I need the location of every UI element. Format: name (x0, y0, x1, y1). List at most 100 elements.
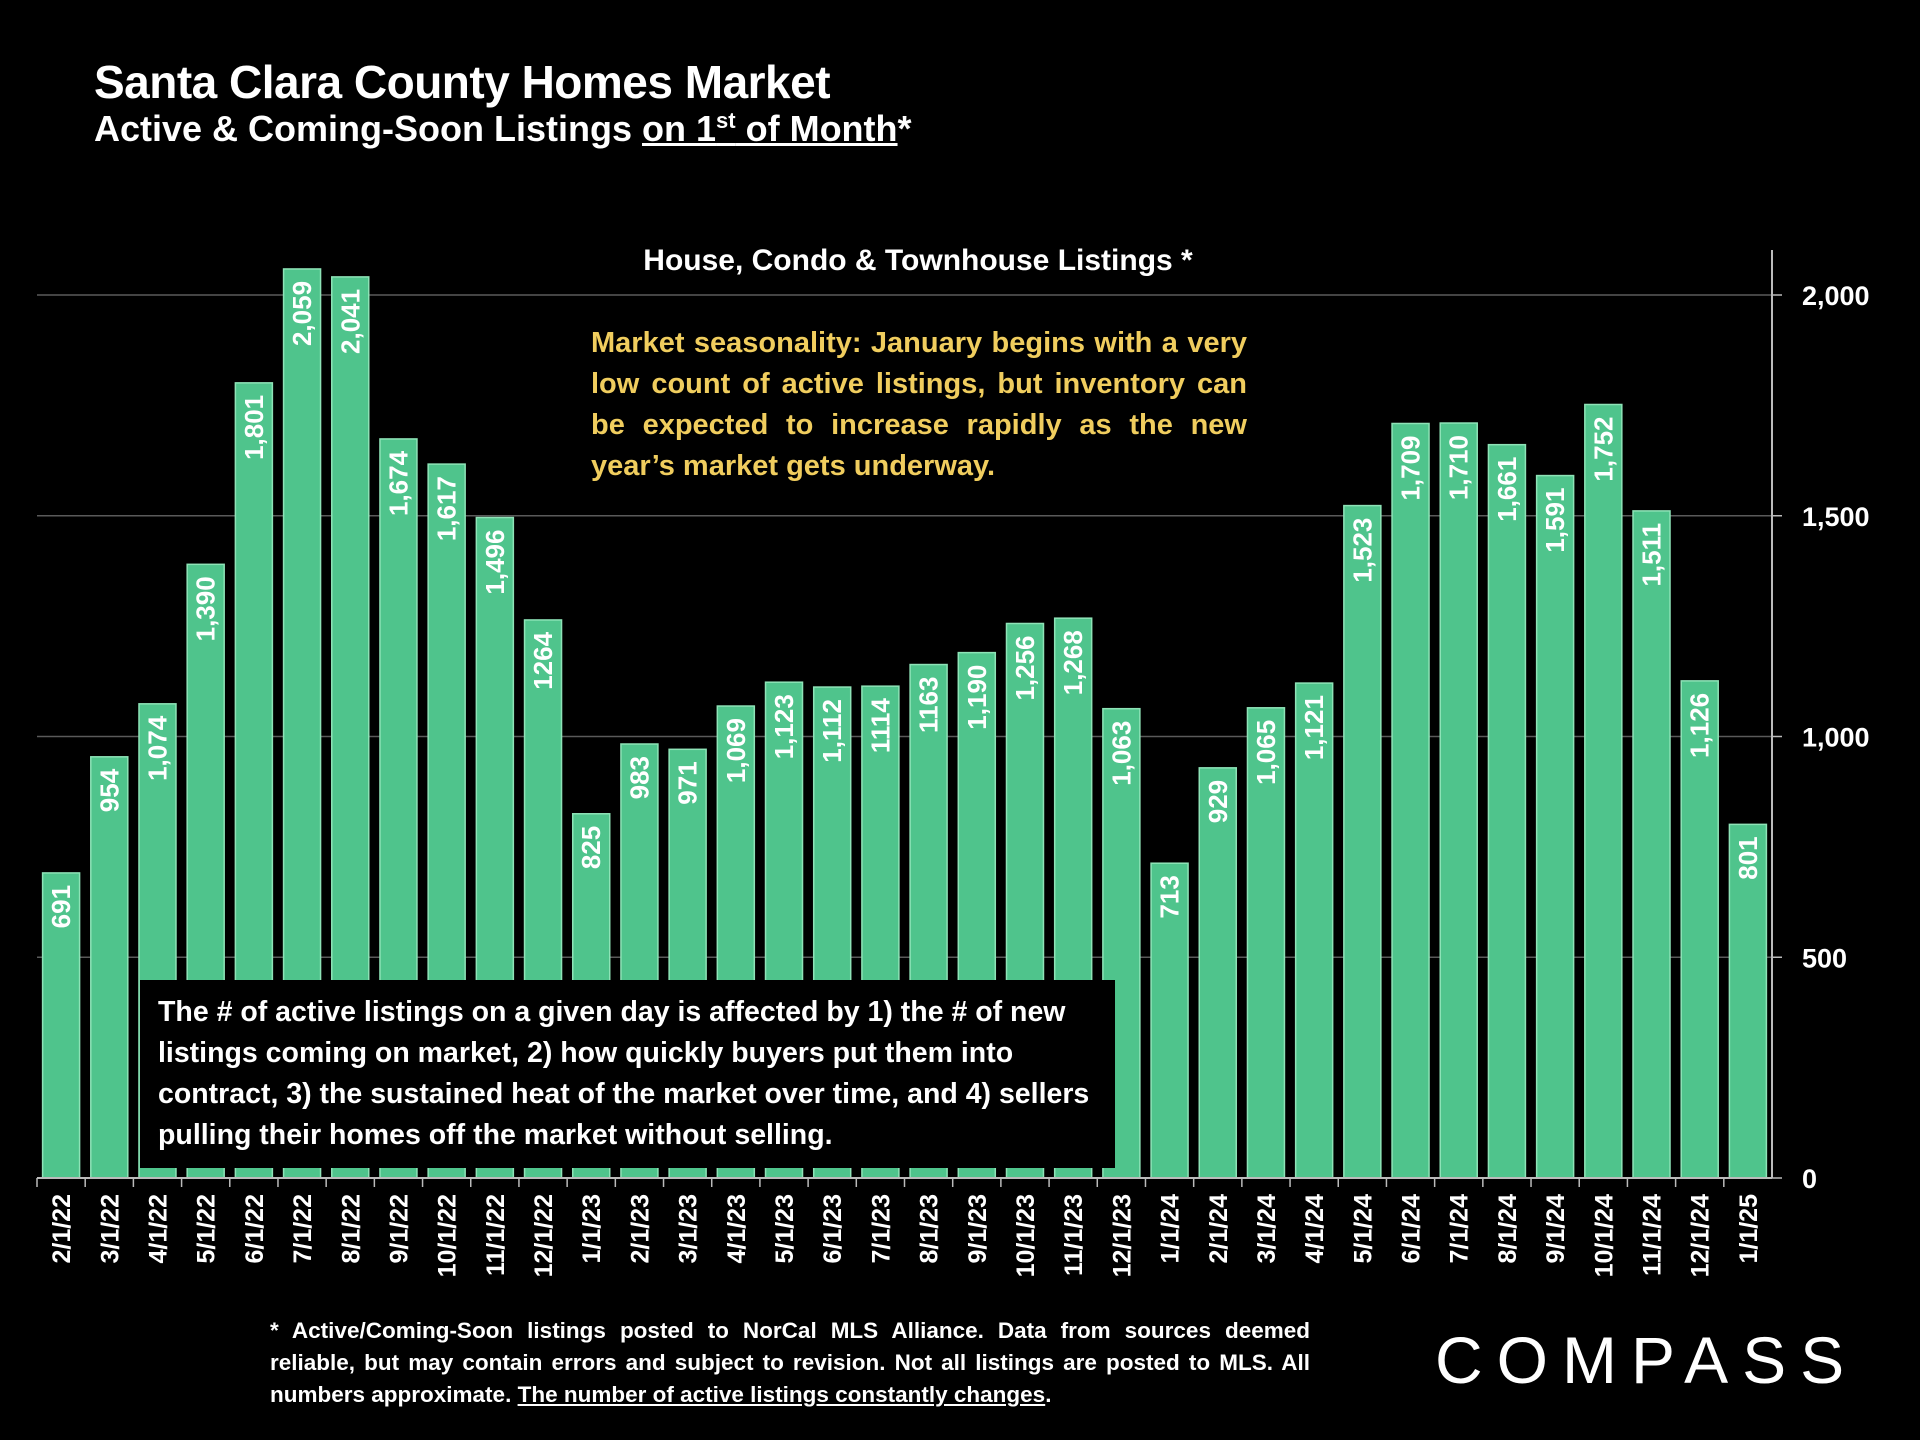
x-tick-label: 7/1/24 (1446, 1194, 1474, 1264)
bar-value-label: 1,674 (383, 450, 413, 516)
chart-title: House, Condo & Townhouse Listings * (643, 244, 1193, 277)
x-tick-label: 9/1/24 (1542, 1194, 1570, 1264)
bar-value-label: 691 (46, 885, 76, 928)
y-tick-label: 1,000 (1802, 723, 1870, 753)
x-tick-label: 3/1/23 (675, 1194, 703, 1264)
x-tick-label: 6/1/22 (241, 1194, 269, 1264)
x-tick-label: 10/1/23 (1012, 1194, 1040, 1277)
bar-value-label: 825 (576, 826, 606, 869)
bar-value-label: 1,063 (1106, 721, 1136, 786)
seasonality-annotation: Market seasonality: January begins with … (591, 327, 1247, 482)
bar-value-label: 1,511 (1637, 523, 1667, 587)
bar-value-label: 954 (94, 768, 124, 812)
x-tick-label: 4/1/23 (723, 1194, 751, 1264)
bar-value-label: 1,523 (1347, 518, 1377, 583)
x-tick-label: 10/1/24 (1590, 1194, 1618, 1278)
bar (41, 872, 81, 1179)
bar (1198, 767, 1238, 1179)
bar-value-label: 1,390 (191, 576, 221, 641)
subtitle-prefix: Active & Coming-Soon Listings (94, 108, 643, 149)
bar-value-label: 1,074 (142, 715, 172, 781)
page-subtitle: Active & Coming-Soon Listings on 1st of … (94, 108, 912, 150)
bar (1487, 443, 1527, 1179)
x-tick-label: 4/1/24 (1301, 1194, 1329, 1264)
footnote: * Active/Coming-Soon listings posted to … (270, 1315, 1310, 1411)
bar-value-label: 1,112 (817, 699, 847, 763)
x-tick-label: 6/1/23 (819, 1194, 847, 1264)
x-tick-label: 8/1/24 (1494, 1194, 1522, 1264)
bar-value-label: 1,752 (1588, 416, 1618, 481)
y-tick-label: 500 (1802, 943, 1847, 973)
y-tick-label: 1,500 (1802, 502, 1870, 532)
y-tick-label: 2,000 (1802, 281, 1870, 311)
bar-value-label: 971 (673, 761, 703, 804)
bar-value-label: 1,617 (432, 476, 462, 541)
bar-value-label: 1,268 (1058, 630, 1088, 695)
x-tick-label: 11/1/22 (482, 1194, 510, 1276)
x-tick-label: 5/1/24 (1349, 1194, 1377, 1264)
x-tick-label: 12/1/23 (1108, 1194, 1136, 1277)
bar (1632, 510, 1671, 1179)
x-tick-label: 3/1/24 (1253, 1194, 1281, 1264)
subtitle-underlined-b: of Month (735, 108, 898, 149)
subtitle-underlined: on 1st of Month (642, 108, 898, 149)
x-tick-label: 8/1/22 (337, 1194, 365, 1264)
bar-value-label: 1,121 (1299, 695, 1329, 760)
bar (1535, 474, 1575, 1179)
bar-value-label: 1,126 (1685, 693, 1715, 758)
x-tick-label: 1/1/25 (1735, 1194, 1763, 1264)
bar-value-label: 1,065 (1251, 720, 1281, 785)
bar-value-label: 1,496 (480, 530, 510, 595)
x-tick-label: 7/1/22 (289, 1194, 317, 1264)
x-tick-label: 3/1/22 (96, 1194, 124, 1264)
x-tick-label: 11/1/24 (1639, 1194, 1667, 1276)
x-tick-label: 11/1/23 (1060, 1194, 1088, 1276)
bar-value-label: 1,661 (1492, 457, 1522, 522)
footnote-underlined: The number of active listings constantly… (517, 1382, 1046, 1407)
subtitle-underlined-a: on 1 (642, 108, 717, 149)
x-tick-label: 4/1/22 (144, 1194, 172, 1264)
bar-value-label: 983 (624, 756, 654, 799)
x-tick-label: 8/1/23 (916, 1194, 944, 1264)
bar (1439, 422, 1478, 1179)
axes: 0 500 1,000 1,500 2,000 2/1/22 3/1/22 4/1/22 5/1… (36, 250, 1870, 1278)
bar-value-label: 1,591 (1540, 488, 1570, 553)
bar-value-label: 1,710 (1444, 435, 1474, 500)
bar (1343, 504, 1382, 1179)
bar (1728, 823, 1768, 1179)
bar (1150, 862, 1189, 1179)
grid-lines (37, 294, 1772, 958)
footnote-text: * Active/Coming-Soon listings posted to … (270, 1318, 1310, 1407)
x-tick-label: 7/1/23 (867, 1194, 895, 1264)
bar (90, 756, 129, 1179)
bar-value-label: 1114 (865, 698, 895, 754)
x-tick-label: 2/1/23 (626, 1194, 654, 1264)
bar-value-label: 713 (1155, 875, 1185, 918)
x-tick-label: 10/1/22 (434, 1194, 462, 1277)
bar-value-label: 1,256 (1010, 635, 1040, 700)
bar (1246, 707, 1286, 1179)
x-tick-label: 6/1/24 (1398, 1194, 1426, 1264)
x-tick-label: 5/1/23 (771, 1194, 799, 1264)
bar-value-label: 1,801 (239, 395, 269, 460)
bar-value-label: 2,041 (335, 289, 365, 354)
bar-value-label: 1,069 (721, 718, 751, 783)
bar-value-label: 1163 (914, 677, 944, 733)
x-tick-label: 2/1/24 (1205, 1194, 1233, 1264)
bar-value-label: 1264 (528, 631, 558, 689)
bar (1391, 422, 1430, 1179)
x-tick-label: 9/1/22 (385, 1194, 413, 1264)
x-tick-label: 12/1/24 (1687, 1194, 1715, 1278)
x-tick-label: 2/1/22 (48, 1194, 76, 1264)
bar-value-label: 1,123 (769, 694, 799, 759)
compass-logo: COMPASS (1435, 1323, 1859, 1397)
bar-value-label: 1,709 (1396, 435, 1426, 500)
bar-value-label: 1,190 (962, 665, 992, 730)
bar-value-label: 2,059 (287, 281, 317, 346)
bar-value-label: 801 (1733, 836, 1763, 879)
bar (1584, 403, 1623, 1179)
x-tick-label: 5/1/22 (193, 1194, 221, 1264)
explanation-box: The # of active listings on a given day … (140, 980, 1115, 1168)
y-tick-label: 0 (1802, 1164, 1817, 1194)
x-tick-label: 1/1/24 (1157, 1194, 1185, 1264)
